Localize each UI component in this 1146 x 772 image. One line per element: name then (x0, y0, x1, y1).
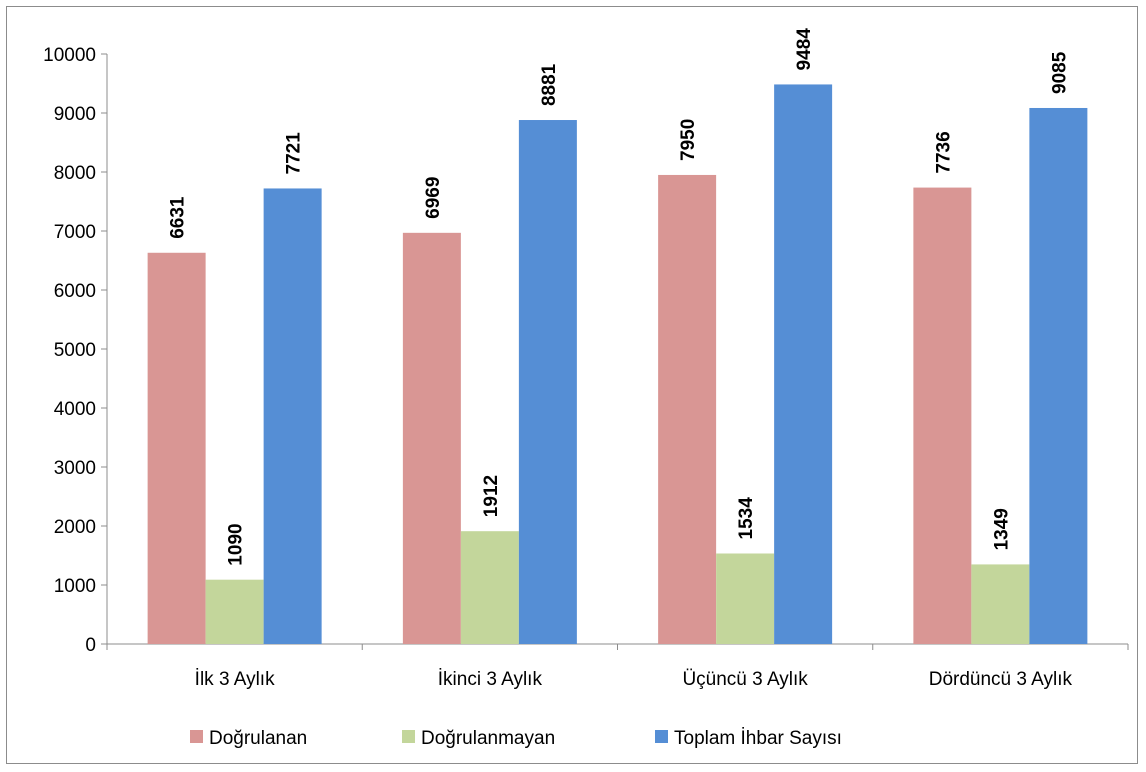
bar (205, 579, 264, 644)
category-label: İlk 3 Aylık (195, 669, 275, 690)
data-labels: 6631 6969 7950 7736 1090 1912 1534 1349 7721 8881… (168, 28, 1071, 566)
bar (518, 120, 577, 644)
data-label: 7721 (284, 132, 305, 175)
category-label: Dördüncü 3 Aylık (929, 669, 1073, 690)
bar (716, 553, 775, 644)
y-tick-label: 1000 (54, 576, 96, 597)
y-tick-label: 7000 (54, 222, 96, 243)
data-label: 1534 (736, 497, 757, 540)
y-axis: 0 1000 2000 3000 4000 5000 6000 7000 8000 9000 100… (43, 45, 108, 656)
bars (147, 84, 1088, 645)
bar (402, 232, 461, 645)
y-tick-label: 5000 (54, 340, 96, 361)
y-tick-label: 3000 (54, 458, 96, 479)
legend-label: Doğrulanmayan (421, 728, 555, 749)
data-label: 6969 (423, 177, 444, 219)
category-label: Üçüncü 3 Aylık (682, 669, 808, 690)
y-tick-label: 2000 (54, 517, 96, 538)
legend-swatch (655, 730, 668, 743)
bar (460, 531, 519, 644)
data-label: 6631 (168, 196, 189, 239)
data-label: 7950 (678, 119, 699, 161)
y-tick-label: 10000 (43, 45, 96, 66)
y-tick-label: 6000 (54, 281, 96, 302)
data-label: 7736 (933, 131, 954, 173)
legend-swatch (402, 730, 415, 743)
legend-swatch (190, 730, 203, 743)
bar (774, 84, 833, 645)
legend: Doğrulanan Doğrulanmayan Toplam İhbar Sayı… (190, 728, 842, 749)
x-axis: İlk 3 Aylık İkinci 3 Aylık Üçüncü 3 Aylık D… (106, 643, 1129, 690)
y-tick-label: 9000 (54, 104, 96, 125)
bar (971, 564, 1030, 644)
bar (658, 174, 717, 644)
data-label: 1349 (991, 508, 1012, 550)
data-label: 9484 (794, 28, 815, 71)
y-tick-label: 0 (85, 635, 96, 656)
bar (147, 252, 206, 644)
legend-label: Doğrulanan (209, 728, 307, 749)
data-label: 1912 (481, 475, 502, 517)
category-label: İkinci 3 Aylık (438, 669, 543, 690)
y-tick-label: 4000 (54, 399, 96, 420)
bar (263, 188, 322, 644)
bar (913, 187, 972, 645)
y-tick-label: 8000 (54, 163, 96, 184)
bar (1029, 107, 1088, 645)
data-label: 1090 (226, 523, 247, 565)
data-label: 8881 (539, 63, 560, 106)
data-label: 9085 (1049, 51, 1070, 94)
legend-label: Toplam İhbar Sayısı (674, 728, 842, 749)
